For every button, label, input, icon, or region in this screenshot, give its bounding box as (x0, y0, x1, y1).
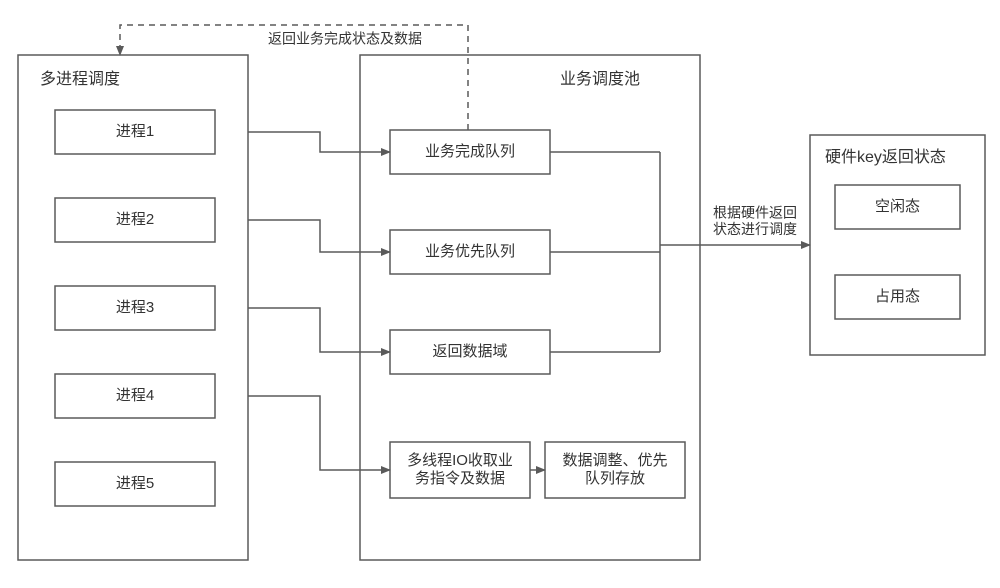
node-busy: 占用态 (835, 275, 960, 319)
node-label: 占用态 (875, 288, 920, 305)
node-q_data: 返回数据域 (390, 330, 550, 374)
node-idle: 空闲态 (835, 185, 960, 229)
edge-left_to_done (248, 132, 390, 152)
node-sort: 数据调整、优先队列存放 (545, 442, 685, 498)
group-left-title: 多进程调度 (40, 70, 120, 88)
node-p4: 进程4 (55, 374, 215, 418)
node-q_done: 业务完成队列 (390, 130, 550, 174)
edge-left_to_data (248, 308, 390, 352)
node-label: 队列存放 (585, 470, 645, 487)
node-label: 进程5 (116, 475, 154, 492)
node-p2: 进程2 (55, 198, 215, 242)
node-q_prio: 业务优先队列 (390, 230, 550, 274)
node-label: 进程2 (116, 211, 154, 228)
node-label: 进程1 (116, 123, 154, 140)
node-io: 多线程IO收取业务指令及数据 (390, 442, 530, 498)
node-label: 务指令及数据 (415, 470, 505, 487)
node-p5: 进程5 (55, 462, 215, 506)
edge-label: 状态进行调度 (713, 221, 797, 237)
node-label: 多线程IO收取业 (407, 452, 513, 469)
group-right (810, 135, 985, 355)
node-label: 进程3 (116, 299, 154, 316)
node-p1: 进程1 (55, 110, 215, 154)
edge-label: 返回业务完成状态及数据 (268, 31, 422, 47)
edge-left_to_io (248, 396, 390, 470)
node-label: 空闲态 (875, 198, 920, 215)
node-label: 业务优先队列 (425, 243, 515, 260)
node-p3: 进程3 (55, 286, 215, 330)
edge-left_to_prio (248, 220, 390, 252)
group-right-title: 硬件key返回状态 (825, 148, 946, 166)
edge-label: 根据硬件返回 (713, 205, 797, 221)
node-label: 数据调整、优先 (562, 452, 667, 469)
node-label: 返回数据域 (432, 343, 507, 360)
group-middle-title: 业务调度池 (560, 70, 640, 88)
node-label: 业务完成队列 (425, 143, 515, 160)
node-label: 进程4 (116, 387, 154, 404)
